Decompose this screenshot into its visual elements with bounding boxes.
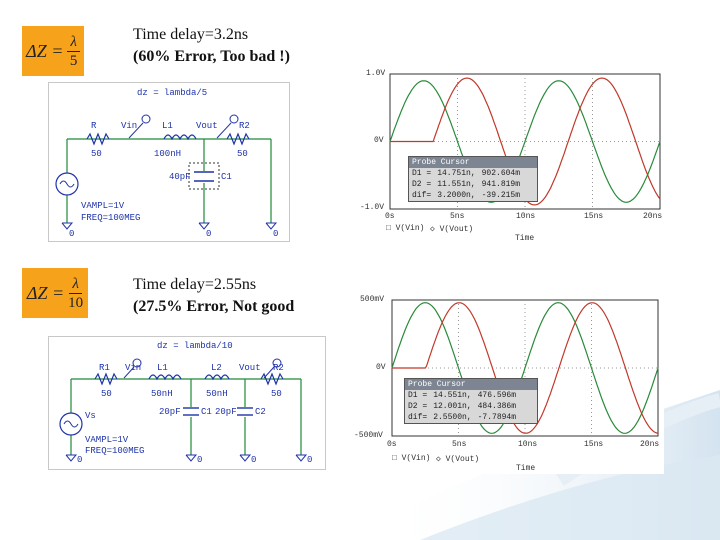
schematic-top: dz = lambda/5 R 50 Vin L1 100nH Vout R2 … [48,82,290,242]
x-tick-4: 20ns [643,212,663,221]
label-l1-value: 50nH [151,389,173,399]
probe-row: dif= 3.2000n, -39.215m [412,191,521,200]
label-source-name: Vs [85,411,96,421]
schematic-bottom-wiring [59,358,308,462]
formula-numerator: λ [67,33,80,52]
probe-cursor-title: Probe Cursor [405,379,537,390]
label-l1: L1 [157,363,168,373]
label-l1-value: 100nH [154,149,182,159]
label-c1: C1 [201,407,212,417]
label-c2: C2 [255,407,266,417]
formula-lambda-over-5: ΔZ = λ 5 [22,26,84,76]
trace-vin [389,80,661,203]
label-ground-2: 0 [206,229,212,239]
x-tick-2: 10ns [516,212,536,221]
x-tick-3: 15ns [584,440,604,449]
label-c1-value: 20pF [159,407,181,417]
label-c2-value: 20pF [215,407,237,417]
label-l1: L1 [162,121,173,131]
label-r1-value: 50 [101,389,112,399]
label-ground-3: 0 [273,229,279,239]
schematic-top-wiring [55,114,278,230]
probe-row: D1 = 14.551n, 476.596m [408,391,517,400]
label-vin: Vin [121,121,138,131]
y-tick-max: 1.0V [366,69,386,78]
label-ground-1: 0 [69,229,75,239]
legend-vin: □ V(Vin) [392,454,431,463]
formula-denominator: 10 [68,294,84,311]
y-tick-max: 500mV [360,295,385,304]
label-r1: R1 [99,363,110,373]
formula-numerator: λ [69,275,82,294]
label-ground-3: 0 [251,455,257,465]
formula-lhs: ΔZ = [26,282,65,303]
label-r: R [91,121,97,131]
label-c1-value: 40pF [169,172,191,182]
probe-row: dif= 2.5500n, -7.7894m [408,413,517,422]
caption-bottom-line2: (27.5% Error, Not good [133,298,295,315]
caption-top: Time delay=3.2ns (60% Error, Too bad !) [133,24,290,68]
label-source-vampl: VAMPL=1V [81,201,125,211]
schematic-bottom-title: dz = lambda/10 [157,341,233,351]
schematic-top-title: dz = lambda/5 [137,88,208,98]
label-r2: R2 [239,121,250,131]
label-source-freq: FREQ=100MEG [81,213,141,223]
x-tick-3: 15ns [584,212,604,221]
label-source-vampl: VAMPL=1V [85,435,129,445]
schematic-bottom: dz = lambda/10 R1 50 Vin L1 50nH L2 50nH… [48,336,326,470]
caption-top-line1: Time delay=3.2ns [133,26,249,43]
y-tick-zero: 0V [374,136,384,145]
label-vout: Vout [239,363,261,373]
label-r2-value: 50 [237,149,248,159]
probe-row: D2 = 12.001n, 484.386m [408,402,517,411]
label-r2: R2 [273,363,284,373]
y-tick-min: -500mV [354,431,383,440]
legend-vout: ◇ V(Vout) [436,455,480,464]
label-source-freq: FREQ=100MEG [85,446,145,456]
formula-fraction: λ 10 [68,275,83,312]
x-tick-1: 5ns [452,440,467,449]
legend-vout: ◇ V(Vout) [430,225,474,234]
formula-lambda-over-10: ΔZ = λ 10 [22,268,88,318]
x-tick-0: 0s [385,212,395,221]
probe-row: D1 = 14.751n, 902.604m [412,169,521,178]
x-tick-1: 5ns [450,212,465,221]
probe-cursor-bottom[interactable]: Probe Cursor D1 = 14.551n, 476.596m D2 = 12… [404,378,538,424]
label-ground-4: 0 [307,455,313,465]
x-tick-2: 10ns [518,440,538,449]
label-l2-value: 50nH [206,389,228,399]
probe-cursor-top[interactable]: Probe Cursor D1 = 14.751n, 902.604m D2 = 11… [408,156,538,202]
scope-bottom: 500mV 0V -500mV 0s 5ns 10ns 15ns 20ns □ … [352,292,664,474]
formula-lhs: ΔZ = [26,40,64,61]
caption-top-line2: (60% Error, Too bad !) [133,48,290,65]
y-tick-min: -1.0V [360,203,385,212]
x-axis-label: Time [516,464,536,473]
label-ground-2: 0 [197,455,203,465]
label-vin: Vin [125,363,142,373]
x-tick-0: 0s [387,440,397,449]
formula-fraction: λ 5 [67,33,80,70]
label-r2-value: 50 [271,389,282,399]
caption-bottom: Time delay=2.55ns (27.5% Error, Not good [133,274,294,318]
label-l2: L2 [211,363,222,373]
caption-bottom-line1: Time delay=2.55ns [133,276,257,293]
probe-cursor-title: Probe Cursor [409,157,537,168]
y-tick-zero: 0V [376,363,386,372]
label-c1: C1 [221,172,232,182]
label-r-value: 50 [91,149,102,159]
trace-vin [391,302,659,434]
scope-top: 1.0V 0V -1.0V 0s 5ns 10ns 15ns 20ns □ V(… [338,66,668,244]
x-tick-4: 20ns [640,440,660,449]
x-axis-label: Time [515,234,535,243]
label-vout: Vout [196,121,218,131]
probe-row: D2 = 11.551n, 941.819m [412,180,521,189]
formula-denominator: 5 [69,52,78,69]
trace-vout [392,302,659,434]
legend-vin: □ V(Vin) [386,224,425,233]
label-ground-1: 0 [77,455,83,465]
